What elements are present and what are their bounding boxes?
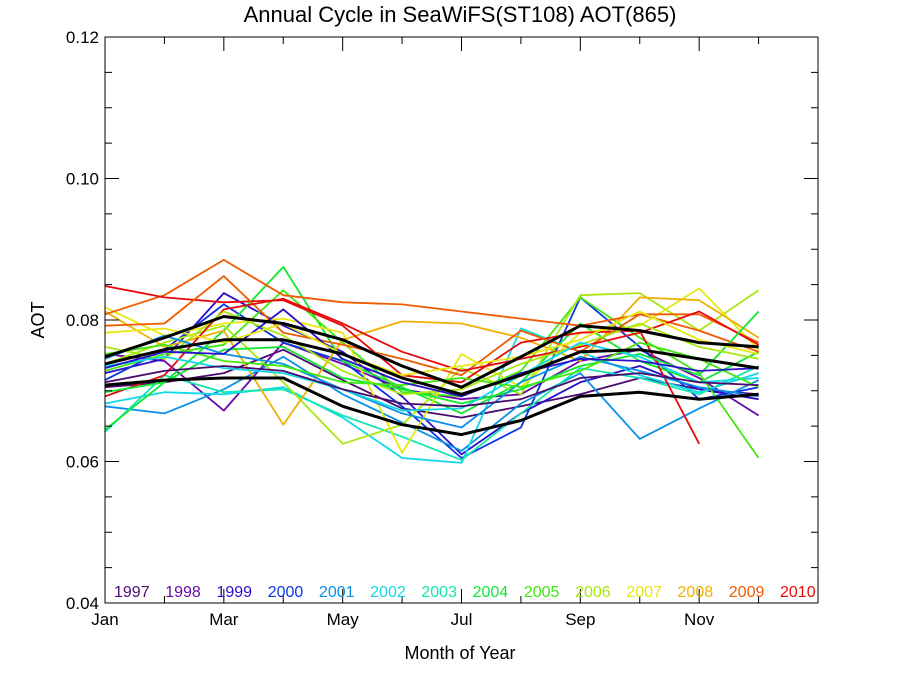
legend-entry-2008: 2008 xyxy=(678,584,714,601)
legend-entry-2005: 2005 xyxy=(524,584,560,601)
series-line-extra-20 xyxy=(104,341,759,389)
x-tick-label: Jul xyxy=(451,610,473,629)
series-line-mean-25 xyxy=(104,338,759,396)
legend-entry-2001: 2001 xyxy=(319,584,355,601)
series-line-2008 xyxy=(104,296,760,426)
series-line-2003 xyxy=(104,365,759,461)
legend-entry-2010: 2010 xyxy=(780,584,816,601)
legend-entry-2000: 2000 xyxy=(268,584,304,601)
series-line-extra-23 xyxy=(104,365,759,408)
series-line-extra-21 xyxy=(104,308,759,398)
series-line-2004 xyxy=(104,266,760,431)
series-line-extra-18 xyxy=(104,334,759,429)
series-line-extra-16 xyxy=(104,310,760,405)
legend-entry-2006: 2006 xyxy=(575,584,611,601)
y-tick-label: 0.10 xyxy=(66,170,99,189)
x-axis-label: Month of Year xyxy=(404,643,515,663)
series-line-mean-24 xyxy=(104,376,759,437)
series-lines xyxy=(104,259,760,464)
y-axis-label: AOT xyxy=(28,301,48,338)
legend-entry-1998: 1998 xyxy=(165,584,201,601)
series-line-1999 xyxy=(104,292,759,456)
x-tick-label: May xyxy=(327,610,360,629)
series-line-2007 xyxy=(104,287,760,454)
series-line-2005 xyxy=(104,289,760,459)
legend-entry-1999: 1999 xyxy=(216,584,252,601)
axes: 0.04 0.06 0.08 0.10 0.12 Jan Mar May Jul Sep Nov xyxy=(66,28,819,629)
series-line-2002 xyxy=(104,327,759,464)
legend-entry-1997: 1997 xyxy=(114,584,150,601)
x-tick-label: Jan xyxy=(91,610,118,629)
y-tick-label: 0.08 xyxy=(66,311,99,330)
x-tick-label: Sep xyxy=(565,610,595,629)
series-line-2009 xyxy=(104,259,759,344)
legend-entry-2004: 2004 xyxy=(473,584,509,601)
chart-title: Annual Cycle in SeaWiFS(ST108) AOT(865) xyxy=(244,2,677,27)
x-tick-label: Mar xyxy=(209,610,239,629)
y-tick-label: 0.06 xyxy=(66,453,99,472)
series-line-2000 xyxy=(104,296,759,459)
legend-entry-2009: 2009 xyxy=(729,584,765,601)
y-tick-label: 0.04 xyxy=(66,594,99,613)
legend: 1997 1998 1999 2000 2001 2002 2003 2004 2005 2006… xyxy=(114,584,816,601)
x-tick-label: Nov xyxy=(684,610,715,629)
series-line-mean-26 xyxy=(104,315,759,389)
y-tick-label: 0.12 xyxy=(66,28,99,47)
legend-entry-2007: 2007 xyxy=(626,584,662,601)
legend-entry-2002: 2002 xyxy=(370,584,406,601)
legend-entry-2003: 2003 xyxy=(421,584,457,601)
